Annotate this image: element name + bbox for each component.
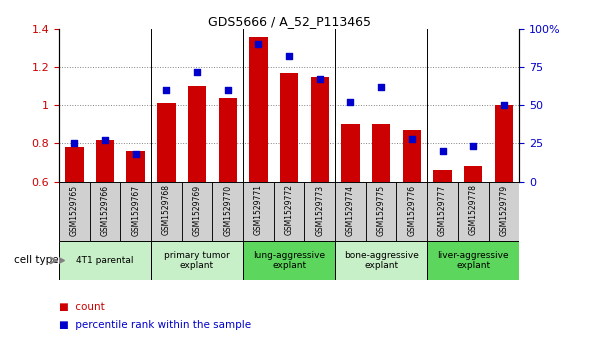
Bar xyxy=(304,182,335,241)
Bar xyxy=(489,182,519,241)
Bar xyxy=(151,241,243,280)
Bar xyxy=(310,77,329,182)
Bar xyxy=(243,241,335,280)
Point xyxy=(254,41,263,47)
Point xyxy=(315,77,324,82)
Bar xyxy=(402,130,421,182)
Bar xyxy=(396,182,427,241)
Point xyxy=(438,148,447,154)
Text: GSM1529768: GSM1529768 xyxy=(162,184,171,236)
Text: GSM1529765: GSM1529765 xyxy=(70,184,79,236)
Bar xyxy=(218,98,237,182)
Bar xyxy=(65,147,84,182)
Text: GSM1529773: GSM1529773 xyxy=(315,184,324,236)
Text: GSM1529766: GSM1529766 xyxy=(100,184,110,236)
Bar xyxy=(59,182,90,241)
Point xyxy=(192,69,202,75)
Text: liver-aggressive
explant: liver-aggressive explant xyxy=(437,251,509,270)
Point xyxy=(376,84,386,90)
Bar xyxy=(427,241,519,280)
Point xyxy=(70,140,79,146)
Text: GSM1529774: GSM1529774 xyxy=(346,184,355,236)
Bar xyxy=(96,139,114,182)
Text: primary tumor
explant: primary tumor explant xyxy=(164,251,230,270)
Point xyxy=(499,102,509,108)
Bar xyxy=(335,182,366,241)
Bar xyxy=(274,182,304,241)
Text: ■  count: ■ count xyxy=(59,302,105,312)
Text: lung-aggressive
explant: lung-aggressive explant xyxy=(253,251,325,270)
Bar xyxy=(59,241,151,280)
Text: ■  percentile rank within the sample: ■ percentile rank within the sample xyxy=(59,320,251,330)
Bar xyxy=(335,241,427,280)
Bar xyxy=(90,182,120,241)
Text: GSM1529769: GSM1529769 xyxy=(192,184,202,236)
Bar xyxy=(494,105,513,182)
Bar xyxy=(427,182,458,241)
Text: bone-aggressive
explant: bone-aggressive explant xyxy=(344,251,418,270)
Bar xyxy=(458,182,489,241)
Bar xyxy=(212,182,243,241)
Bar xyxy=(249,37,268,182)
Title: GDS5666 / A_52_P113465: GDS5666 / A_52_P113465 xyxy=(208,15,371,28)
Bar xyxy=(182,182,212,241)
Text: GSM1529772: GSM1529772 xyxy=(284,184,294,236)
Text: GSM1529771: GSM1529771 xyxy=(254,184,263,236)
Point xyxy=(468,143,478,149)
Bar xyxy=(366,182,396,241)
Bar xyxy=(372,124,391,182)
Point xyxy=(346,99,355,105)
Text: GSM1529777: GSM1529777 xyxy=(438,184,447,236)
Point xyxy=(223,87,232,93)
Bar xyxy=(126,151,145,182)
Bar xyxy=(280,73,299,182)
Text: cell type: cell type xyxy=(14,256,58,265)
Text: GSM1529770: GSM1529770 xyxy=(223,184,232,236)
Text: GSM1529778: GSM1529778 xyxy=(468,184,478,236)
Point xyxy=(100,138,110,143)
Bar xyxy=(151,182,182,241)
Text: GSM1529779: GSM1529779 xyxy=(499,184,509,236)
Point xyxy=(162,87,171,93)
Bar xyxy=(243,182,274,241)
Point xyxy=(131,151,140,157)
Text: 4T1 parental: 4T1 parental xyxy=(76,256,134,265)
Point xyxy=(284,54,294,60)
Text: GSM1529775: GSM1529775 xyxy=(376,184,386,236)
Text: GSM1529767: GSM1529767 xyxy=(131,184,140,236)
Bar xyxy=(433,170,452,182)
Bar xyxy=(464,166,483,182)
Bar xyxy=(341,124,360,182)
Point xyxy=(407,136,417,142)
Bar xyxy=(120,182,151,241)
Text: GSM1529776: GSM1529776 xyxy=(407,184,417,236)
Bar xyxy=(188,86,206,182)
Bar xyxy=(157,103,176,182)
